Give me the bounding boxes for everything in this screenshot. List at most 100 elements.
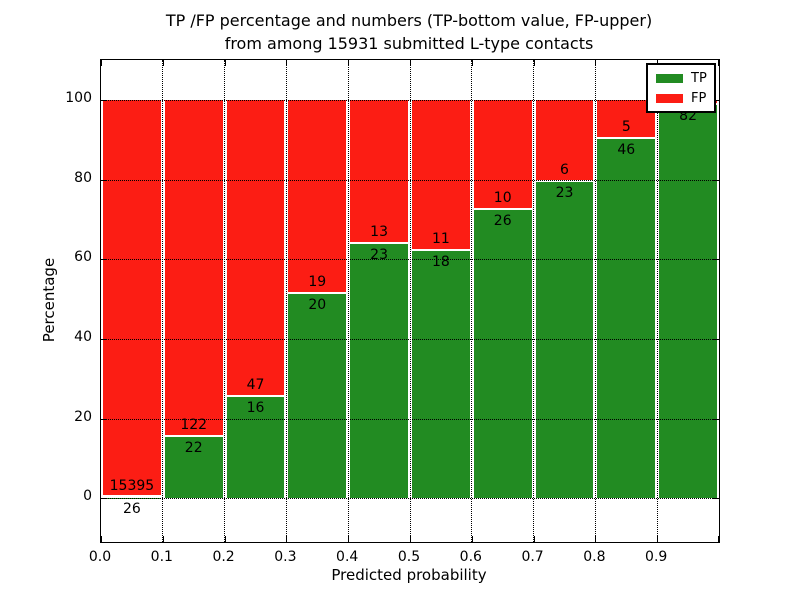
chart-title: TP /FP percentage and numbers (TP-bottom… bbox=[100, 9, 718, 55]
y-tick-mark bbox=[101, 418, 107, 420]
y-tick-mark bbox=[713, 99, 719, 101]
bar-fp-segment bbox=[412, 99, 470, 251]
bar-fp-segment bbox=[597, 99, 656, 139]
x-tick-mark bbox=[471, 536, 473, 542]
bar-tp-segment bbox=[412, 250, 470, 499]
x-tick-label: 0.2 bbox=[212, 549, 235, 565]
x-tick-label: 0.4 bbox=[336, 549, 359, 565]
y-tick-mark bbox=[713, 418, 719, 420]
tp-count-label: 23 bbox=[555, 185, 574, 202]
v-gridline bbox=[285, 60, 287, 542]
tp-count-label: 18 bbox=[431, 253, 450, 270]
y-tick-mark bbox=[101, 498, 107, 500]
y-tick-label: 20 bbox=[74, 408, 92, 425]
fp-count-label: 122 bbox=[180, 417, 208, 434]
legend: TP FP bbox=[646, 63, 716, 113]
v-gridline bbox=[409, 60, 411, 542]
x-tick-mark bbox=[718, 536, 719, 542]
x-tick-mark bbox=[162, 60, 164, 66]
x-tick-mark bbox=[595, 60, 597, 66]
bar-tp-segment bbox=[659, 104, 717, 499]
legend-entry-fp: FP bbox=[656, 92, 706, 105]
x-tick-mark bbox=[348, 60, 350, 66]
x-tick-label: 0.3 bbox=[274, 549, 297, 565]
x-tick-mark bbox=[348, 536, 350, 542]
y-tick-label: 60 bbox=[74, 249, 92, 266]
y-tick-mark bbox=[101, 338, 107, 340]
tp-count-label: 46 bbox=[617, 141, 636, 158]
y-tick-label: 100 bbox=[65, 89, 92, 106]
bar-fp-segment bbox=[350, 99, 408, 244]
x-tick-mark bbox=[286, 536, 288, 542]
x-tick-mark bbox=[533, 60, 535, 66]
x-tick-mark bbox=[101, 60, 102, 66]
v-gridline bbox=[224, 60, 226, 542]
bar-fp-segment bbox=[164, 99, 223, 438]
legend-entry-tp: TP bbox=[656, 71, 707, 86]
fp-count-label: 47 bbox=[246, 377, 265, 393]
fp-count-label: 13 bbox=[370, 223, 388, 240]
v-gridline bbox=[347, 60, 349, 542]
x-tick-mark bbox=[410, 536, 411, 542]
x-tick-mark bbox=[595, 536, 597, 542]
y-tick-mark bbox=[713, 179, 719, 181]
tp-count-label: 23 bbox=[370, 246, 388, 263]
y-tick-mark bbox=[713, 498, 719, 500]
x-tick-label: 0.0 bbox=[88, 549, 112, 565]
bar-fp-segment bbox=[288, 99, 347, 294]
x-tick-mark bbox=[471, 60, 473, 66]
tp-count-label: 22 bbox=[184, 440, 203, 457]
x-tick-label: 0.9 bbox=[645, 549, 668, 565]
plot-area: 15395 26 122 22 47 16 19 20 13 23 11 18 10 26 6 23 5 46 82 bbox=[101, 60, 719, 542]
bar-tp-segment bbox=[473, 210, 532, 499]
bar-fp-segment bbox=[226, 99, 285, 397]
fp-legend-swatch-icon bbox=[656, 94, 683, 103]
bar-tp-segment bbox=[350, 243, 408, 499]
y-tick-label: 40 bbox=[74, 328, 92, 345]
fp-legend-label: FP bbox=[691, 91, 707, 106]
plot-frame: 15395 26 122 22 47 16 19 20 13 23 11 18 10 26 6 23 5 46 82 bbox=[100, 59, 720, 543]
x-tick-mark bbox=[410, 60, 411, 66]
fp-count-label: 15395 bbox=[109, 477, 155, 494]
x-tick-mark bbox=[224, 536, 226, 542]
x-tick-mark bbox=[286, 60, 288, 66]
tp-count-label: 16 bbox=[246, 400, 265, 416]
bar-tp-segment bbox=[103, 497, 161, 499]
v-gridline bbox=[533, 60, 535, 542]
chart-title-line1: TP /FP percentage and numbers (TP-bottom… bbox=[165, 11, 653, 30]
y-tick-mark bbox=[713, 259, 719, 261]
fp-count-label: 19 bbox=[308, 273, 327, 290]
tp-count-label: 26 bbox=[122, 500, 141, 517]
tp-legend-label: TP bbox=[691, 71, 707, 86]
tp-count-label: 20 bbox=[308, 296, 327, 313]
x-tick-mark bbox=[533, 536, 535, 542]
x-tick-mark bbox=[101, 536, 102, 542]
bar-fp-segment bbox=[473, 99, 532, 211]
bar-fp-segment bbox=[535, 99, 594, 183]
y-tick-mark bbox=[713, 338, 719, 340]
x-tick-mark bbox=[224, 60, 226, 66]
fp-count-label: 6 bbox=[560, 162, 569, 179]
y-tick-mark bbox=[101, 179, 107, 181]
x-tick-mark bbox=[657, 536, 659, 542]
x-tick-mark bbox=[718, 60, 719, 66]
v-gridline bbox=[471, 60, 473, 542]
y-tick-label: 0 bbox=[83, 488, 92, 505]
bar-tp-segment bbox=[535, 182, 594, 499]
fp-count-label: 10 bbox=[493, 190, 512, 207]
bar-fp-segment bbox=[103, 99, 161, 498]
x-axis-label: Predicted probability bbox=[331, 566, 487, 584]
y-tick-mark bbox=[101, 99, 107, 101]
v-gridline bbox=[656, 60, 658, 542]
y-tick-label: 80 bbox=[74, 169, 92, 186]
x-tick-label: 0.1 bbox=[150, 549, 173, 565]
y-axis-label: Percentage bbox=[40, 257, 58, 343]
y-tick-mark bbox=[101, 259, 107, 261]
fp-count-label: 5 bbox=[621, 118, 631, 135]
x-tick-label: 0.7 bbox=[521, 549, 544, 565]
x-tick-label: 0.6 bbox=[459, 549, 482, 565]
x-tick-mark bbox=[162, 536, 164, 542]
bar-tp-segment bbox=[226, 397, 285, 499]
chart-title-line2: from among 15931 submitted L-type contac… bbox=[224, 34, 594, 53]
